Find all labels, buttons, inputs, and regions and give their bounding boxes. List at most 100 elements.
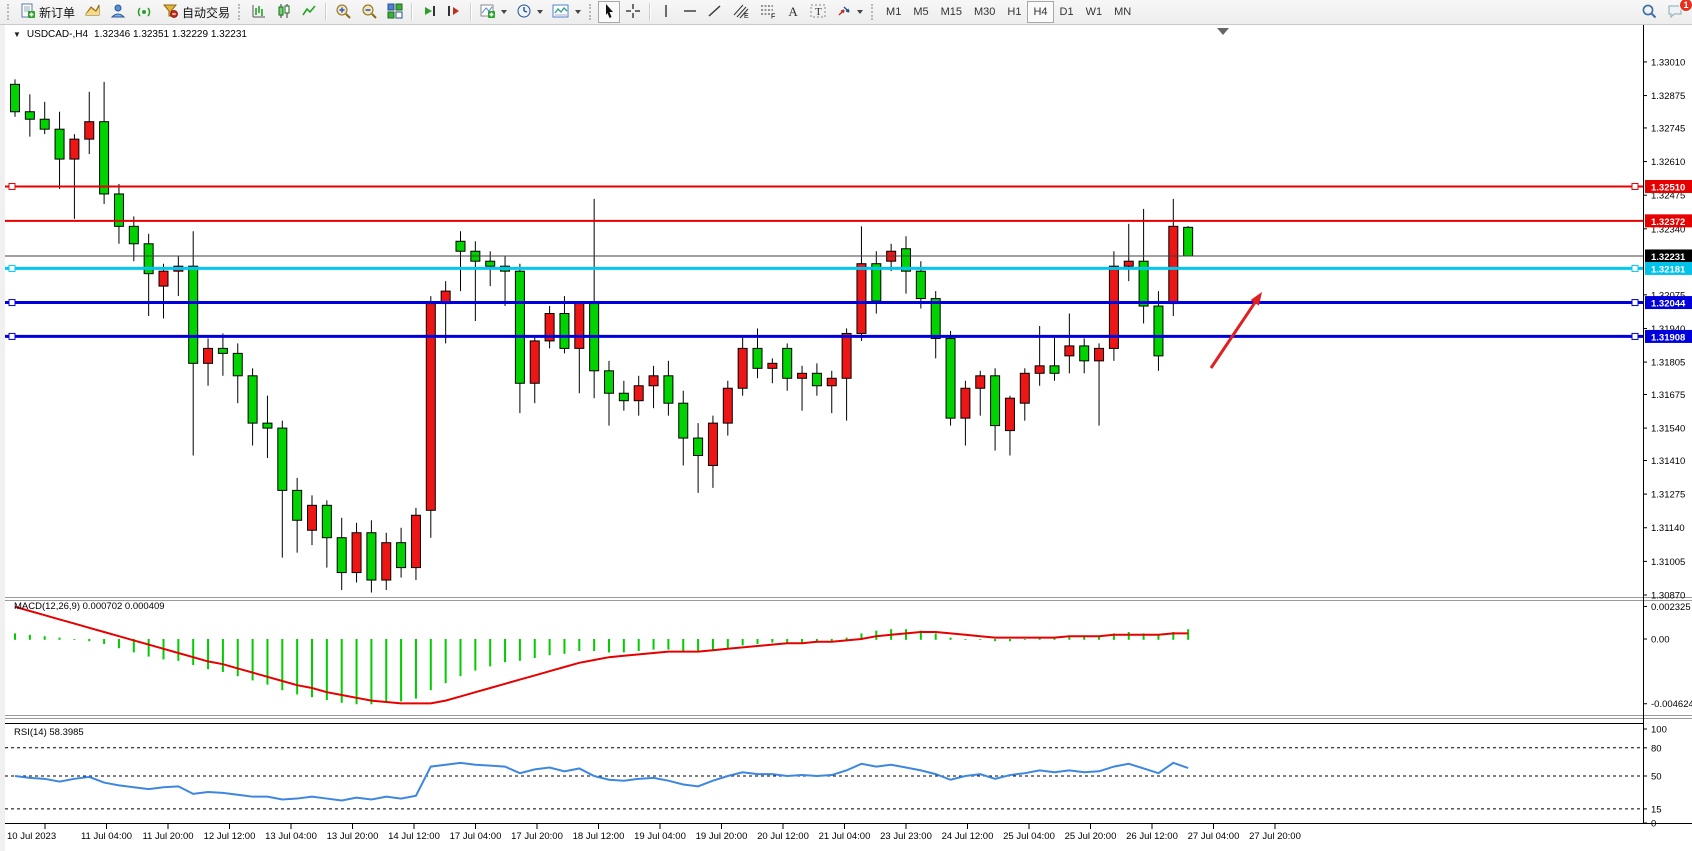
- zoom-out-button[interactable]: [357, 1, 382, 23]
- candle-bull: [574, 303, 585, 349]
- date-tick-label: 20 Jul 12:00: [757, 831, 809, 842]
- hline-handle[interactable]: [1631, 299, 1639, 307]
- timeframe-mn-button[interactable]: MN: [1108, 1, 1137, 23]
- crosshair-tool-button[interactable]: [621, 1, 645, 23]
- indicators-button[interactable]: [476, 1, 511, 23]
- hline-handle[interactable]: [8, 299, 16, 307]
- search-icon: [1641, 3, 1658, 22]
- date-tick-label: 12 Jul 12:00: [204, 831, 256, 842]
- price-tick-label: 1.32340: [1651, 224, 1685, 235]
- price-tick-label: 1.33010: [1651, 57, 1685, 68]
- candle-bear: [277, 427, 288, 491]
- cursor-tool-button[interactable]: [598, 1, 621, 23]
- chart-menu-icon[interactable]: ▼: [13, 30, 21, 39]
- hline-handle[interactable]: [1631, 332, 1639, 340]
- price-tick-label: 1.32475: [1651, 191, 1685, 202]
- clock-icon: [516, 3, 532, 22]
- price-tick-label: 1.32745: [1651, 123, 1685, 134]
- candle-bear: [10, 83, 20, 113]
- date-tick-label: 26 Jul 12:00: [1126, 831, 1178, 842]
- date-tick-label: 27 Jul 20:00: [1249, 831, 1301, 842]
- candle-bear: [514, 270, 525, 384]
- candle-bull: [633, 385, 644, 402]
- date-tick-label: 14 Jul 12:00: [388, 831, 440, 842]
- chart-shift-marker[interactable]: [1217, 28, 1229, 35]
- date-tick-label: 17 Jul 20:00: [511, 831, 563, 842]
- candle-bear: [930, 298, 941, 339]
- candlestick-button[interactable]: [272, 1, 296, 23]
- terminal-button[interactable]: [132, 1, 157, 23]
- arrow-annotation[interactable]: [1209, 301, 1257, 369]
- macd-label: MACD(12,26,9) 0.000702 0.000409: [14, 601, 165, 612]
- candlestick-icon: [276, 3, 292, 22]
- toolbar-grip: [871, 4, 876, 20]
- hline-handle[interactable]: [8, 264, 16, 272]
- zoom-in-button[interactable]: [331, 1, 356, 23]
- line-chart-button[interactable]: [297, 1, 321, 23]
- chat-button[interactable]: 1: [1663, 0, 1692, 23]
- candle-bear: [485, 260, 496, 267]
- chart-bg: [5, 25, 1692, 851]
- candle-bear: [336, 537, 347, 574]
- timeframe-w1-button[interactable]: W1: [1080, 1, 1109, 23]
- candle-bear: [232, 352, 243, 377]
- timeframe-m15-button[interactable]: M15: [935, 1, 968, 23]
- candle-bear: [945, 337, 956, 419]
- timeframe-h4-button[interactable]: H4: [1027, 1, 1054, 23]
- timeframe-m30-button[interactable]: M30: [968, 1, 1001, 23]
- candle-bear: [752, 347, 763, 369]
- candle-bear: [188, 265, 199, 364]
- bar-chart-button[interactable]: [247, 1, 271, 23]
- hline-handle[interactable]: [1631, 182, 1639, 190]
- candle-bear: [618, 392, 629, 402]
- timeframe-h1-button[interactable]: H1: [1001, 1, 1027, 23]
- date-tick-label: 10 Jul 2023: [7, 831, 56, 842]
- autoscroll-button[interactable]: [417, 1, 441, 23]
- channel-tool-button[interactable]: E: [728, 1, 754, 23]
- arrows-tool-button[interactable]: [832, 1, 867, 23]
- timeframe-d1-button[interactable]: D1: [1054, 1, 1080, 23]
- date-tick-label: 23 Jul 23:00: [880, 831, 932, 842]
- hline-handle[interactable]: [1631, 264, 1639, 272]
- candle-bull: [1108, 265, 1119, 349]
- timeframe-m5-button[interactable]: M5: [907, 1, 934, 23]
- candle-bull: [1004, 397, 1015, 432]
- toolbar-separator: [470, 3, 473, 21]
- candle-bear: [292, 489, 303, 521]
- hline-handle[interactable]: [8, 332, 16, 340]
- autotrade-button[interactable]: 自动交易: [158, 1, 234, 23]
- arrow-annotation-head[interactable]: [1250, 292, 1262, 306]
- text-tool-button[interactable]: A: [782, 1, 804, 23]
- date-tick-label: 11 Jul 04:00: [81, 831, 132, 842]
- search-button[interactable]: [1637, 1, 1662, 23]
- vline-tool-button[interactable]: [655, 1, 677, 23]
- candle-bull: [797, 372, 808, 379]
- toolbar-grip: [7, 4, 12, 20]
- new-order-icon: [20, 3, 36, 22]
- candle-bull: [544, 313, 555, 342]
- tile-windows-button[interactable]: [383, 1, 407, 23]
- price-badge-label: 1.32044: [1651, 299, 1686, 310]
- candle-bull: [826, 377, 837, 387]
- text-tool-icon: A: [788, 4, 798, 19]
- chart-shift-button[interactable]: [442, 1, 466, 23]
- navigator-button[interactable]: [106, 1, 131, 23]
- label-tool-button[interactable]: T: [805, 1, 831, 23]
- hline-tool-button[interactable]: [678, 1, 702, 23]
- price-badge-label: 1.31908: [1651, 332, 1685, 343]
- price-badge-label: 1.32181: [1651, 264, 1686, 275]
- rsi-label: RSI(14) 58.3985: [14, 727, 84, 738]
- market-watch-button[interactable]: [80, 1, 105, 23]
- fibonacci-tool-button[interactable]: F: [755, 1, 781, 23]
- trendline-tool-button[interactable]: [703, 1, 727, 23]
- channel-sub-label: E: [744, 13, 749, 19]
- hline-handle[interactable]: [8, 182, 16, 190]
- timeframe-m1-button[interactable]: M1: [880, 1, 907, 23]
- candle-bear: [678, 402, 689, 439]
- templates-button[interactable]: [548, 1, 585, 23]
- new-order-button[interactable]: 新订单: [16, 1, 79, 23]
- toolbar-separator: [649, 3, 652, 21]
- periods-button[interactable]: [512, 1, 547, 23]
- candle-bull: [767, 362, 778, 369]
- cursor-icon: [602, 3, 616, 22]
